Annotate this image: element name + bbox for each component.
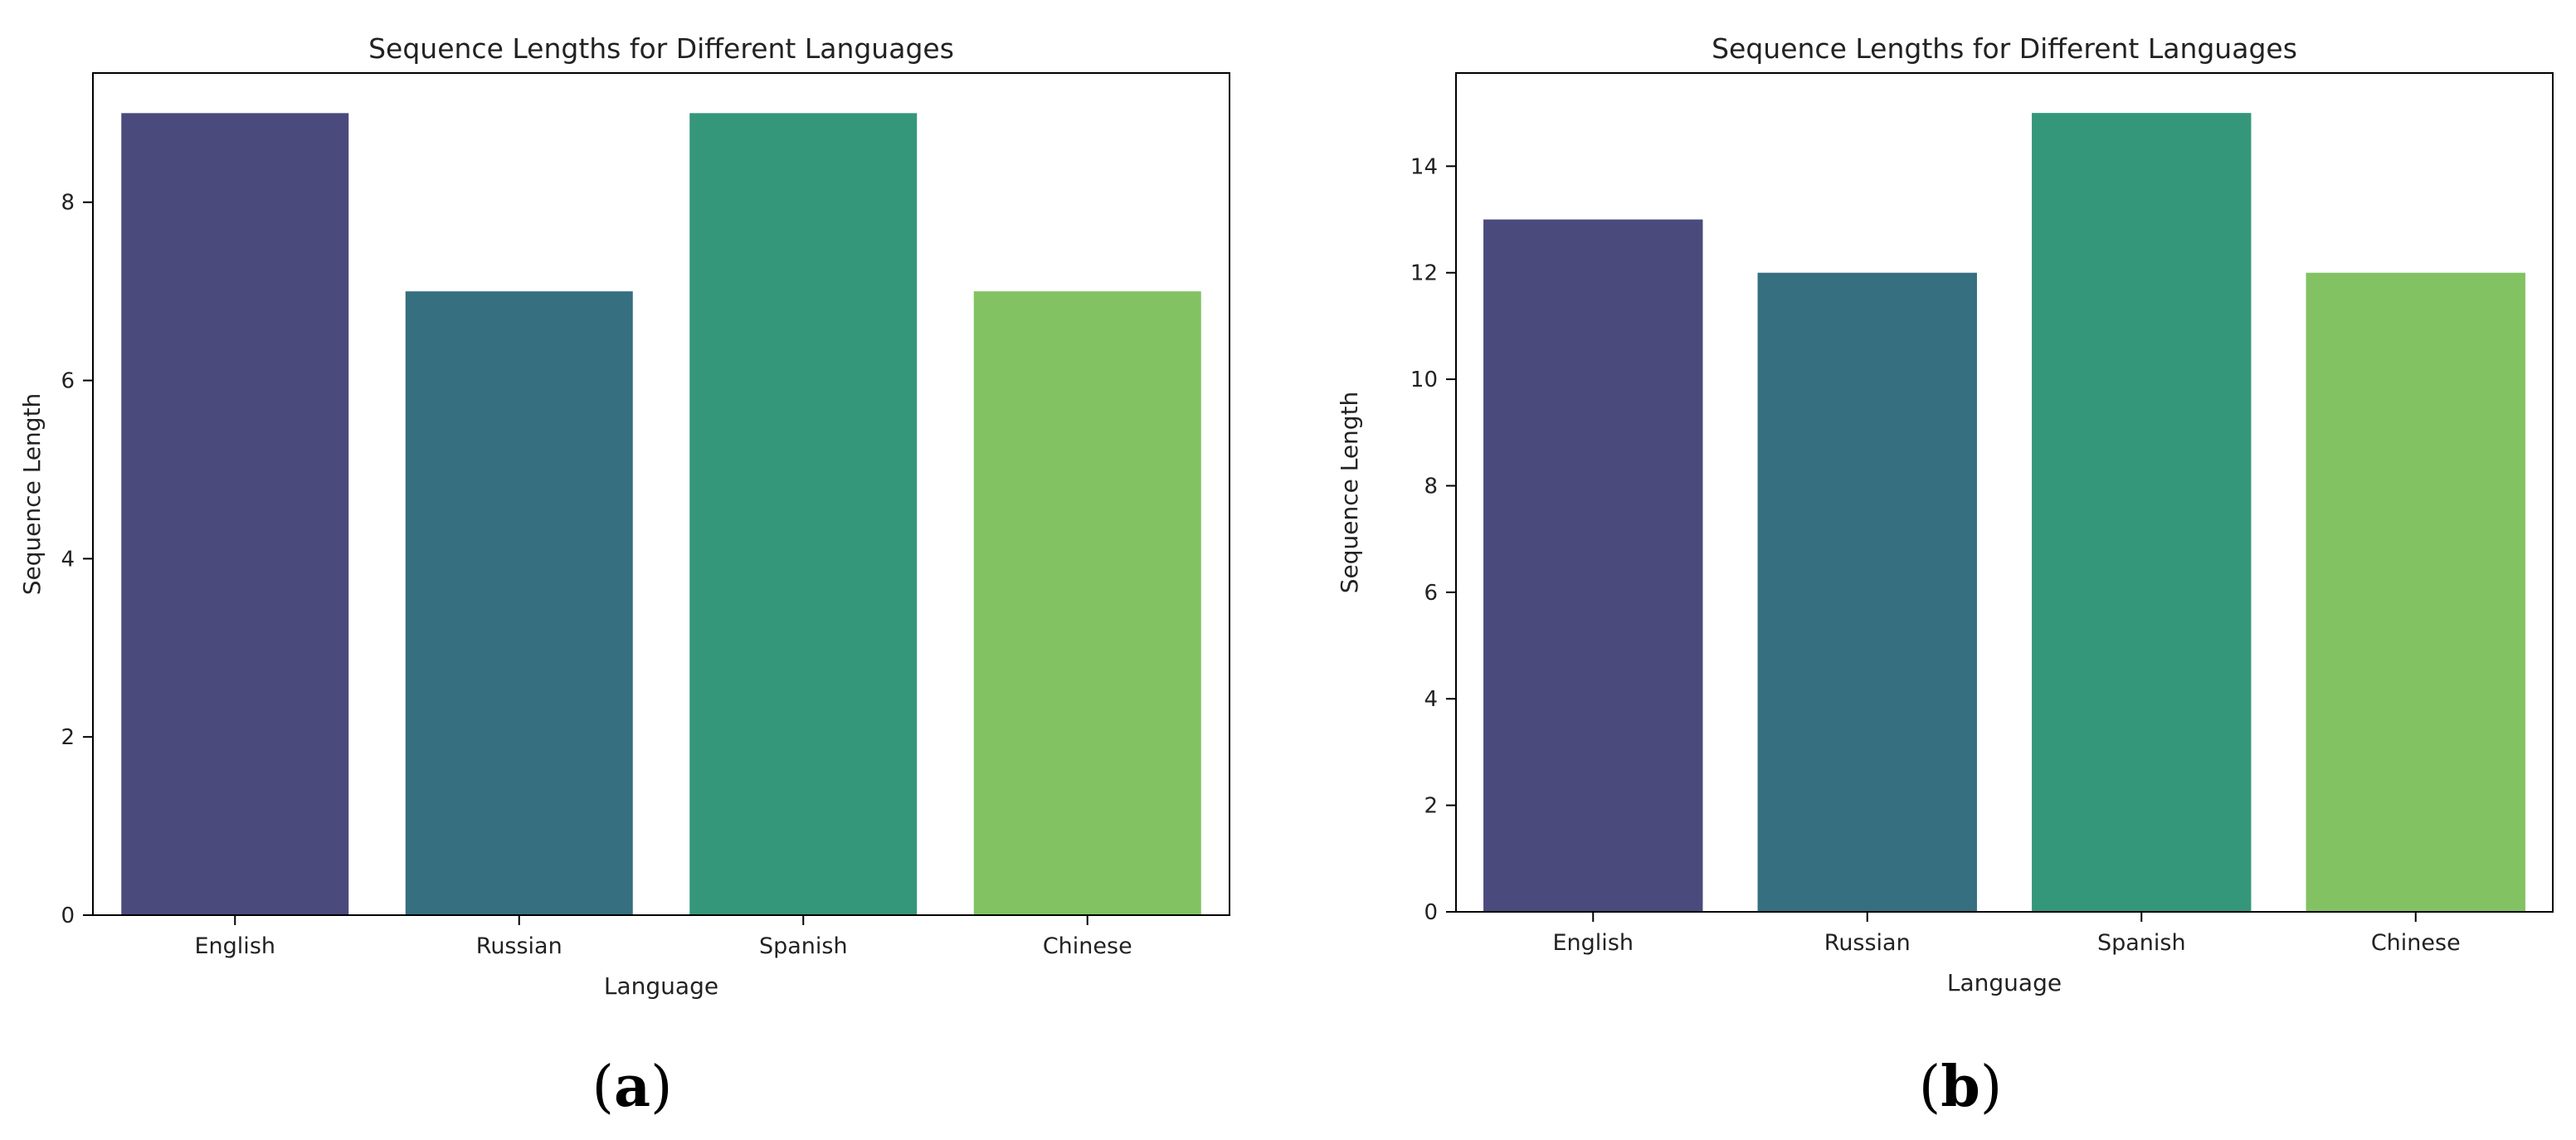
panel-caption-b: (b) [1918,1054,2003,1120]
x-tick-label: Chinese [2371,930,2461,956]
bar-chinese [2306,272,2525,912]
bar-chinese [973,291,1201,915]
y-axis-label: Sequence Length [18,393,46,596]
x-tick-label: English [1553,930,1634,956]
bar-english [1483,219,1703,912]
y-tick-label: 6 [61,369,75,394]
y-tick-label: 8 [61,191,75,216]
chart-panel-b: 0 2 4 6 8 10 12 14 English Russian Spanish Chinese S… [1336,32,2554,996]
chart-title: Sequence Lengths for Different Languages [368,32,954,65]
y-tick-label: 2 [61,725,75,750]
x-tick-label: Russian [476,933,562,959]
y-tick-label: 14 [1410,154,1438,179]
x-axis-label: Language [1947,969,2062,996]
x-tick-label: Chinese [1043,933,1132,959]
y-tick-label: 4 [1424,687,1438,712]
y-tick-label: 6 [1424,581,1438,606]
bar-spanish [2032,113,2252,913]
x-tick-label: Spanish [759,933,848,959]
panel-caption-a: (a) [592,1054,673,1120]
bar-spanish [689,113,918,916]
x-tick-label: Russian [1824,930,1911,956]
x-axis-label: Language [604,972,718,1000]
bar-russian [1757,272,1977,912]
chart-panel-a: 0 2 4 6 8 English Russian Spanish Chinese Sequenc… [18,32,1230,1000]
x-tick-label: English [195,933,276,959]
y-tick-label: 2 [1424,794,1438,819]
y-tick-label: 10 [1410,368,1438,392]
plot-frame [1455,72,2554,913]
y-axis-label: Sequence Length [1336,392,1363,594]
y-tick-label: 12 [1410,261,1438,286]
y-tick-label: 0 [61,904,75,928]
bar-english [121,113,349,916]
y-tick-label: 0 [1424,900,1438,925]
x-tick-label: Spanish [2097,930,2186,956]
chart-title: Sequence Lengths for Different Languages [1712,32,2297,65]
y-tick-label: 8 [1424,474,1438,499]
bar-russian [405,291,633,915]
y-tick-label: 4 [61,547,75,572]
plot-frame [92,72,1230,916]
